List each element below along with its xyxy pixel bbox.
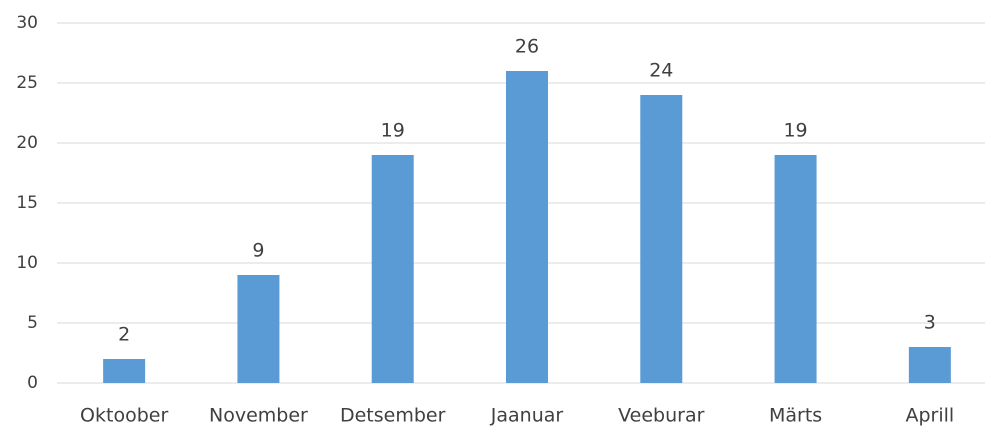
x-tick-label: Detsember — [340, 405, 446, 427]
value-label: 24 — [649, 60, 673, 82]
bar — [640, 95, 683, 383]
x-tick-label: Jaanuar — [490, 405, 564, 427]
y-tick-label: 15 — [16, 193, 38, 213]
x-tick-label: Oktoober — [80, 405, 168, 427]
bar — [506, 71, 548, 383]
bar — [908, 347, 951, 383]
value-label: 2 — [118, 324, 130, 346]
value-label: 26 — [515, 36, 539, 58]
x-tick-label: Märts — [769, 405, 822, 427]
value-label: 19 — [783, 120, 807, 142]
y-tick-label: 5 — [27, 313, 38, 333]
bar — [237, 275, 280, 383]
bar — [103, 359, 146, 383]
value-label: 19 — [381, 120, 405, 142]
y-tick-label: 30 — [16, 13, 38, 33]
y-tick-label: 10 — [16, 253, 38, 273]
value-label: 3 — [924, 312, 936, 334]
y-tick-label: 20 — [16, 133, 38, 153]
bar — [774, 155, 817, 383]
x-tick-label: November — [209, 405, 308, 427]
bar — [371, 155, 414, 383]
y-tick-label: 25 — [16, 73, 38, 93]
y-tick-label: 0 — [27, 373, 38, 393]
value-label: 9 — [252, 240, 264, 262]
x-tick-label: Veeburar — [618, 405, 704, 427]
x-tick-label: Aprill — [905, 405, 954, 427]
